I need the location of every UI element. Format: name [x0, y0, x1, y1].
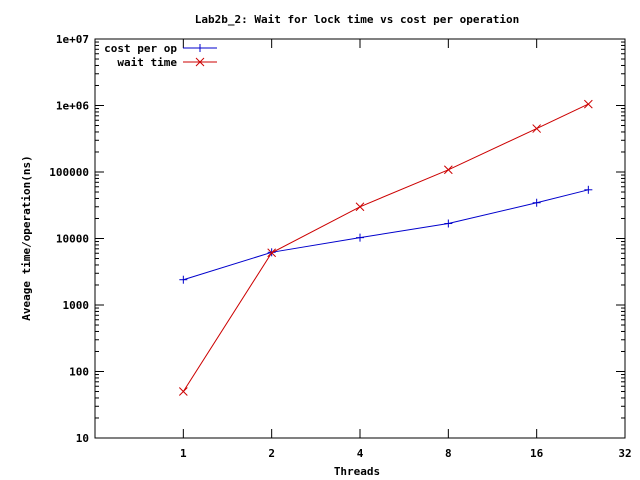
legend-label: wait time [117, 56, 177, 69]
x-axis-label: Threads [334, 465, 380, 478]
y-tick-label: 100 [69, 366, 89, 379]
x-tick-label: 32 [618, 447, 631, 460]
data-point [444, 219, 453, 228]
y-tick-label: 10000 [56, 233, 89, 246]
y-axis: 10 100 1000 10000 100000 1e+06 1e+07 [49, 33, 625, 445]
x-tick-label: 8 [445, 447, 452, 460]
data-point [583, 99, 593, 109]
y-axis-label: Aveage time/operation(ns) [20, 155, 33, 321]
legend-marker [195, 57, 205, 67]
legend-label: cost per op [104, 42, 177, 55]
data-point [532, 198, 541, 207]
data-point [532, 124, 542, 133]
y-tick-label: 1000 [63, 299, 90, 312]
x-tick-label: 4 [357, 447, 364, 460]
chart-title: Lab2b_2: Wait for lock time vs cost per … [195, 13, 520, 26]
series-layer [178, 99, 593, 396]
data-point [178, 387, 188, 396]
y-tick-label: 1e+07 [56, 33, 89, 46]
data-point [355, 202, 365, 212]
x-tick-label: 16 [530, 447, 544, 460]
series-line-1 [183, 189, 589, 281]
y-tick-label: 1e+06 [56, 100, 89, 113]
y-tick-label: 10 [76, 432, 89, 445]
series-line-2 [182, 103, 589, 392]
data-point [267, 248, 277, 258]
legend-marker [196, 44, 204, 52]
x-tick-label: 2 [268, 447, 275, 460]
data-point [356, 233, 364, 242]
data-point [443, 165, 453, 175]
y-tick-label: 100000 [49, 166, 89, 179]
x-axis: 1 2 4 8 16 32 [180, 39, 632, 460]
data-point [179, 275, 188, 284]
x-tick-label: 1 [180, 447, 187, 460]
data-point [584, 185, 593, 194]
